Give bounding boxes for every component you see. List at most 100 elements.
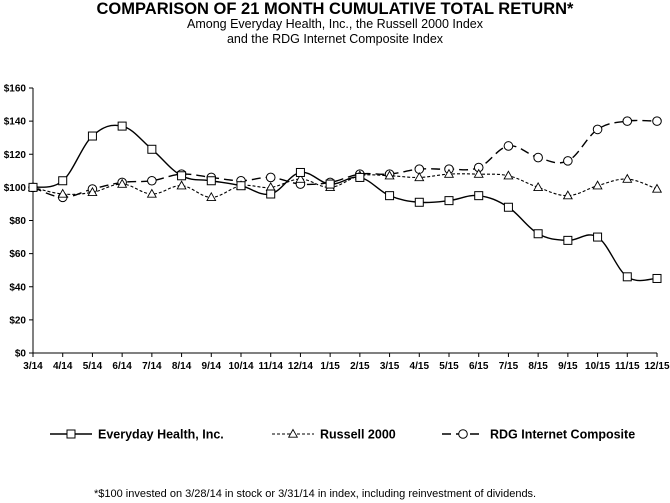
x-tick-label: 6/14 — [112, 361, 132, 372]
series-russell-2000 — [27, 168, 663, 201]
chart-axes: $0 $20 $40 $60 $80 $100 $120 $140 $160 3/14 4/14 5/… — [4, 84, 670, 373]
data-point-russell-2000 — [87, 186, 98, 196]
data-point-everyday-health-inc — [295, 167, 305, 177]
series-layer — [27, 116, 663, 283]
data-point-russell-2000 — [503, 170, 514, 180]
data-point-russell-2000 — [206, 191, 217, 201]
chart-subtitle-line-2: and the RDG Internet Composite Index — [226, 32, 444, 46]
chart-subtitle-line-1: Among Everyday Health, Inc., the Russell… — [187, 17, 483, 31]
data-point-everyday-health-inc — [414, 197, 424, 207]
data-point-russell-2000 — [473, 168, 484, 178]
x-tick-label: 6/15 — [469, 361, 489, 372]
y-tick-label: $40 — [9, 282, 26, 293]
data-point-russell-2000 — [592, 180, 603, 190]
data-point-russell-2000 — [651, 183, 663, 193]
data-point-everyday-health-inc — [385, 191, 395, 201]
data-point-everyday-health-inc — [117, 121, 127, 131]
series-line-everyday-health-inc — [32, 124, 658, 282]
series-line-russell-2000 — [32, 173, 658, 198]
series-everyday-health-inc — [28, 121, 662, 283]
data-point-everyday-health-inc — [355, 172, 365, 182]
chart-footnote: *$100 invested on 3/28/14 in stock or 3/… — [94, 488, 537, 500]
x-tick-label: 11/15 — [615, 361, 640, 372]
x-tick-label: 7/14 — [142, 361, 162, 372]
data-point-russell-2000 — [117, 178, 128, 188]
data-point-everyday-health-inc — [87, 131, 97, 141]
data-point-everyday-health-inc — [533, 229, 543, 239]
legend-label-everyday-health-inc: Everyday Health, Inc. — [98, 428, 224, 442]
data-point-russell-2000 — [146, 188, 157, 198]
data-point-everyday-health-inc — [147, 144, 157, 154]
chart-legend: Everyday Health, Inc. Russell 2000 RDG Int… — [50, 428, 635, 442]
x-tick-label: 7/15 — [499, 361, 519, 372]
data-point-everyday-health-inc — [266, 189, 276, 199]
data-point-rdg-internet-composite — [622, 116, 633, 126]
data-point-everyday-health-inc — [563, 235, 573, 245]
data-point-everyday-health-inc — [236, 181, 246, 191]
data-point-russell-2000 — [562, 190, 573, 200]
x-tick-label: 5/14 — [83, 361, 103, 372]
data-point-russell-2000 — [533, 181, 544, 192]
data-point-everyday-health-inc — [593, 232, 603, 242]
legend-item-rdg-internet-composite: RDG Internet Composite — [442, 428, 635, 442]
data-point-rdg-internet-composite — [563, 156, 573, 166]
data-point-rdg-internet-composite — [265, 172, 276, 183]
data-point-rdg-internet-composite — [147, 175, 157, 186]
data-point-everyday-health-inc — [177, 171, 187, 181]
y-tick-label: $0 — [15, 349, 27, 360]
x-tick-label: 9/14 — [202, 361, 222, 372]
data-point-russell-2000 — [295, 173, 306, 183]
y-tick-label: $160 — [4, 84, 27, 95]
x-tick-label: 2/15 — [350, 361, 370, 372]
y-tick-label: $100 — [4, 183, 27, 194]
data-point-everyday-health-inc — [444, 196, 454, 206]
x-tick-label: 12/15 — [644, 361, 669, 372]
data-point-everyday-health-inc — [622, 272, 632, 282]
legend-item-everyday-health-inc: Everyday Health, Inc. — [50, 428, 224, 442]
series-line-rdg-internet-composite — [32, 119, 658, 199]
data-point-everyday-health-inc — [325, 179, 335, 189]
x-tick-label: 9/15 — [558, 361, 578, 372]
y-tick-label: $120 — [4, 150, 27, 161]
legend-marker-rdg-internet-composite — [458, 429, 468, 439]
data-point-russell-2000 — [443, 168, 455, 178]
x-tick-label: 8/14 — [172, 361, 192, 372]
x-tick-label: 12/14 — [288, 361, 313, 372]
data-point-everyday-health-inc — [503, 202, 513, 212]
x-tick-label: 4/15 — [410, 361, 430, 372]
x-tick-label: 3/14 — [23, 361, 43, 372]
y-tick-label: $60 — [9, 249, 26, 260]
chart-title: COMPARISON OF 21 MONTH CUMULATIVE TOTAL … — [96, 0, 574, 18]
x-tick-label: 10/14 — [228, 361, 253, 372]
data-point-everyday-health-inc — [474, 191, 484, 201]
y-tick-label: $80 — [9, 216, 26, 227]
legend-marker-everyday-health-inc — [66, 429, 76, 439]
legend-label-rdg-internet-composite: RDG Internet Composite — [490, 428, 635, 442]
x-tick-label: 11/14 — [258, 361, 283, 372]
data-point-russell-2000 — [622, 173, 633, 183]
x-tick-label: 5/15 — [439, 361, 459, 372]
data-point-rdg-internet-composite — [592, 124, 603, 135]
data-point-everyday-health-inc — [28, 182, 38, 192]
data-point-russell-2000 — [384, 170, 395, 180]
legend-item-russell-2000: Russell 2000 — [272, 428, 396, 442]
x-tick-label: 3/15 — [380, 361, 400, 372]
data-point-russell-2000 — [176, 180, 187, 190]
data-point-russell-2000 — [57, 188, 68, 198]
x-tick-label: 8/15 — [528, 361, 548, 372]
x-tick-label: 4/14 — [53, 361, 73, 372]
data-point-everyday-health-inc — [58, 176, 68, 186]
x-tick-label: 10/15 — [585, 361, 610, 372]
y-tick-label: $140 — [4, 117, 27, 128]
legend-marker-russell-2000 — [287, 428, 299, 438]
legend-label-russell-2000: Russell 2000 — [320, 428, 396, 442]
data-point-rdg-internet-composite — [503, 141, 514, 151]
data-point-everyday-health-inc — [206, 176, 216, 186]
y-tick-label: $20 — [9, 315, 26, 326]
x-tick-label: 1/15 — [320, 361, 340, 372]
data-point-rdg-internet-composite — [652, 116, 662, 126]
data-point-everyday-health-inc — [652, 273, 662, 283]
data-point-rdg-internet-composite — [533, 152, 543, 163]
data-point-russell-2000 — [414, 172, 425, 182]
